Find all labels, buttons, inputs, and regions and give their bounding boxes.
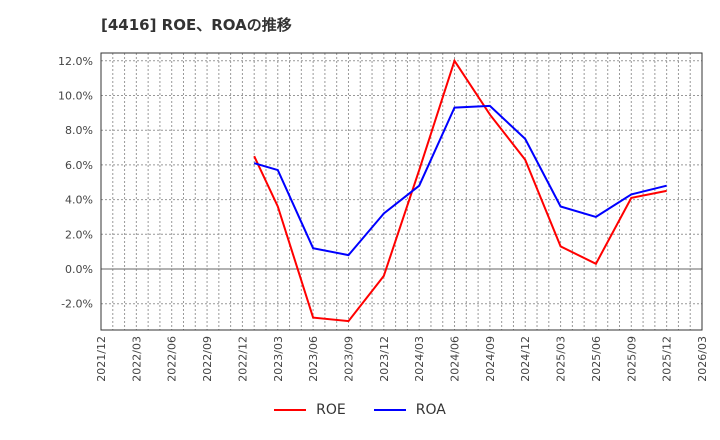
y-tick-label: -2.0% [61, 298, 93, 311]
y-tick-label: 10.0% [58, 90, 93, 103]
legend-label-roa: ROA [415, 402, 446, 418]
x-tick-label: 2023/09 [342, 336, 355, 382]
series-line-roe [253, 58, 667, 323]
x-tick-label: 2022/06 [166, 336, 179, 382]
legend: ROE ROA [0, 402, 720, 418]
x-tick-label: 2023/06 [307, 336, 320, 382]
x-tick-label: 2022/03 [130, 336, 143, 382]
x-tick-label: 2025/06 [590, 336, 603, 382]
plot-frame [100, 52, 703, 331]
y-tick-label: 6.0% [65, 159, 93, 172]
y-tick-label: 0.0% [65, 263, 93, 276]
x-tick-label: 2024/12 [519, 336, 532, 382]
y-tick-label: 12.0% [58, 55, 93, 68]
x-tick-label: 2025/03 [555, 336, 568, 382]
x-tick-label: 2023/12 [378, 336, 391, 382]
series-line-roa [253, 104, 667, 257]
legend-item-roa: ROA [373, 402, 446, 418]
x-tick-label: 2024/03 [413, 336, 426, 382]
x-tick-label: 2026/03 [696, 336, 709, 382]
y-tick-label: 8.0% [65, 124, 93, 137]
y-tick-label: 2.0% [65, 228, 93, 241]
legend-label-roe: ROE [316, 402, 346, 418]
x-tick-label: 2022/09 [201, 336, 214, 382]
x-tick-label: 2023/03 [272, 336, 285, 382]
x-tick-label: 2025/12 [661, 336, 674, 382]
x-tick-label: 2025/09 [625, 336, 638, 382]
roe-line-swatch-icon [274, 409, 307, 411]
x-tick-label: 2024/06 [449, 336, 462, 382]
chart-title: [4416] ROE、ROAの推移 [101, 16, 292, 34]
roa-line-swatch-icon [373, 409, 406, 411]
y-tick-label: 4.0% [65, 194, 93, 207]
x-tick-label: 2024/09 [484, 336, 497, 382]
x-tick-label: 2021/12 [95, 336, 108, 382]
legend-item-roe: ROE [274, 402, 346, 418]
x-tick-label: 2022/12 [236, 336, 249, 382]
